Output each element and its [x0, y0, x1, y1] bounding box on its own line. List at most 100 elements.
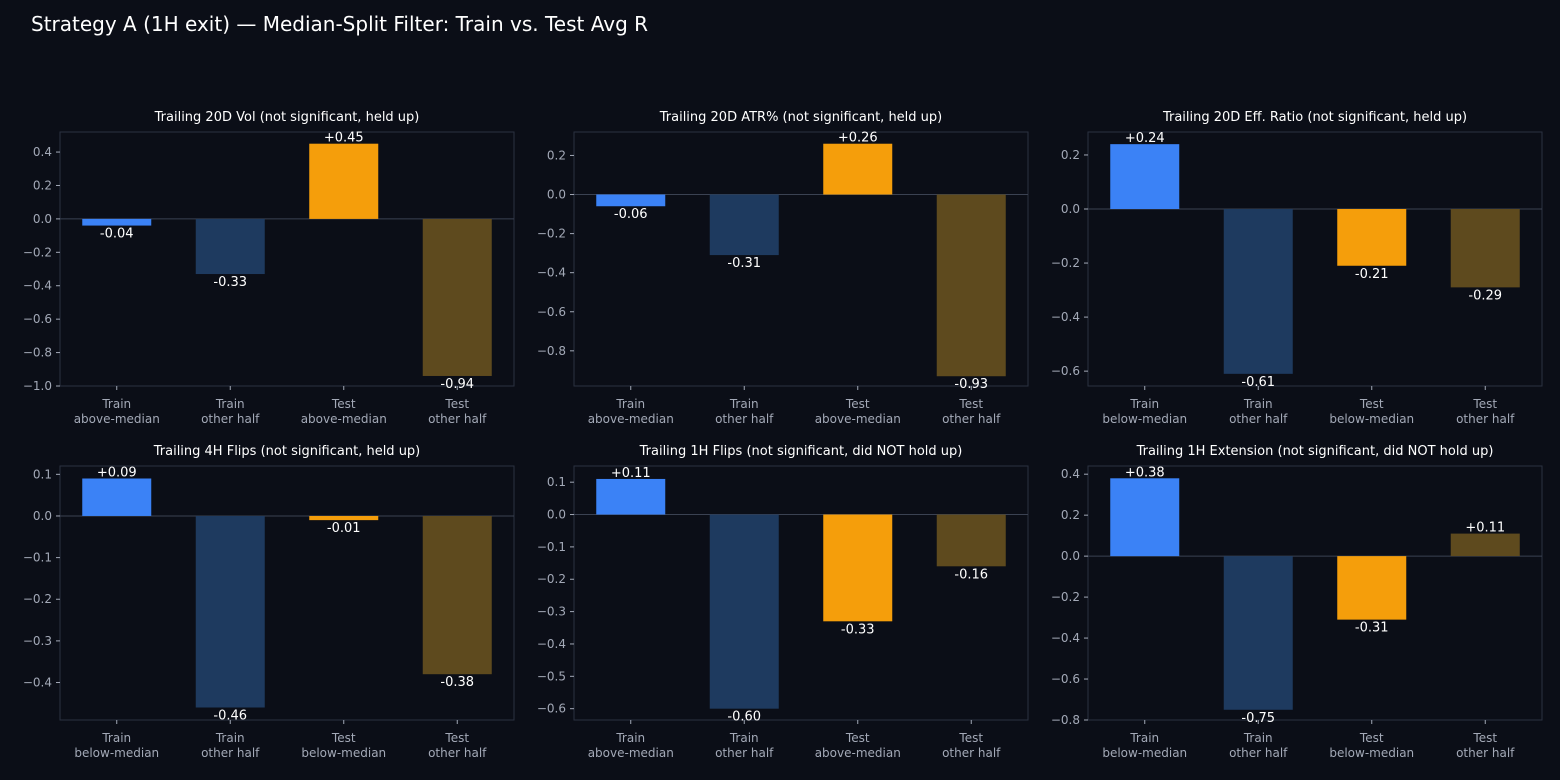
- y-tick-label: 0.2: [1061, 148, 1080, 162]
- x-tick-label: Train: [215, 397, 245, 411]
- chart-panel-3: Trailing 20D Eff. Ratio (not significant…: [1051, 110, 1543, 426]
- x-tick-label: other half: [942, 412, 1001, 426]
- bar: [422, 218, 492, 376]
- x-tick-label: below-median: [1329, 746, 1414, 760]
- y-tick-label: −0.4: [23, 676, 52, 690]
- bar-value-label: -0.38: [440, 675, 474, 690]
- bar: [1110, 144, 1180, 210]
- bar-value-label: +0.11: [1465, 521, 1505, 536]
- y-tick-label: −0.4: [537, 266, 566, 280]
- chart-panel-2: Trailing 20D ATR% (not significant, held…: [537, 110, 1029, 426]
- x-tick-label: other half: [201, 412, 260, 426]
- panel-title: Trailing 20D Vol (not significant, held …: [154, 110, 420, 125]
- bar: [823, 514, 893, 622]
- y-tick-label: 0.1: [547, 475, 566, 489]
- y-tick-label: −0.1: [537, 540, 566, 554]
- y-tick-label: 0.4: [33, 145, 52, 159]
- panel-title: Trailing 1H Extension (not significant, …: [1136, 444, 1494, 459]
- x-tick-label: below-median: [1329, 412, 1414, 426]
- bar-value-label: -0.31: [727, 256, 761, 271]
- y-tick-label: −0.6: [1051, 672, 1080, 686]
- bar-value-label: -0.46: [213, 709, 247, 724]
- bar: [1223, 556, 1293, 710]
- x-tick-label: Train: [615, 731, 645, 745]
- x-tick-label: above-median: [815, 412, 901, 426]
- bar-value-label: +0.24: [1125, 131, 1165, 146]
- x-tick-label: other half: [942, 746, 1001, 760]
- bar: [422, 515, 492, 675]
- bar: [1337, 556, 1407, 620]
- y-tick-label: −0.2: [1051, 256, 1080, 270]
- x-tick-label: Test: [331, 731, 356, 745]
- bar: [596, 194, 666, 207]
- x-tick-label: below-median: [1102, 746, 1187, 760]
- bar: [823, 143, 893, 195]
- x-tick-label: above-median: [815, 746, 901, 760]
- y-tick-label: −0.3: [23, 634, 52, 648]
- x-tick-label: Train: [101, 397, 131, 411]
- panel-title: Trailing 4H Flips (not significant, held…: [153, 444, 421, 459]
- bar-value-label: -0.60: [727, 710, 761, 725]
- y-tick-label: −0.5: [537, 669, 566, 683]
- bar-value-label: -0.33: [213, 275, 247, 290]
- x-tick-label: other half: [1456, 412, 1515, 426]
- y-tick-label: −0.4: [1051, 631, 1080, 645]
- x-tick-label: above-median: [588, 746, 674, 760]
- x-tick-label: above-median: [588, 412, 674, 426]
- y-tick-label: 0.4: [1061, 467, 1080, 481]
- bar-value-label: -0.93: [954, 377, 988, 392]
- x-tick-label: Test: [331, 397, 356, 411]
- y-tick-label: −0.8: [23, 346, 52, 360]
- bar: [596, 478, 666, 515]
- x-tick-label: Train: [1243, 731, 1273, 745]
- x-tick-label: above-median: [74, 412, 160, 426]
- bar: [709, 194, 779, 256]
- y-tick-label: 0.0: [1061, 549, 1080, 563]
- chart-panel-6: Trailing 1H Extension (not significant, …: [1051, 444, 1543, 760]
- y-tick-label: −0.2: [1051, 590, 1080, 604]
- x-tick-label: Test: [444, 731, 469, 745]
- x-tick-label: Train: [1129, 397, 1159, 411]
- panels: Trailing 20D Vol (not significant, held …: [23, 110, 1543, 760]
- y-tick-label: −0.8: [537, 344, 566, 358]
- x-tick-label: other half: [715, 746, 774, 760]
- bar-value-label: -0.01: [327, 521, 361, 536]
- figure-title: Strategy A (1H exit) — Median-Split Filt…: [31, 12, 648, 36]
- x-tick-label: Test: [1359, 397, 1384, 411]
- y-tick-label: −0.2: [23, 592, 52, 606]
- bar-value-label: +0.11: [611, 466, 651, 481]
- bar-value-label: -0.16: [954, 567, 988, 582]
- y-tick-label: −0.2: [23, 245, 52, 259]
- y-tick-label: −0.1: [23, 551, 52, 565]
- x-tick-label: Train: [101, 731, 131, 745]
- x-tick-label: Train: [615, 397, 645, 411]
- y-tick-label: −0.6: [1051, 364, 1080, 378]
- x-tick-label: Train: [729, 731, 759, 745]
- y-tick-label: 0.2: [547, 148, 566, 162]
- x-tick-label: Train: [1243, 397, 1273, 411]
- x-tick-label: Test: [1359, 731, 1384, 745]
- bar: [82, 478, 152, 516]
- x-tick-label: other half: [1229, 412, 1288, 426]
- bar-value-label: -0.31: [1355, 621, 1389, 636]
- x-tick-label: below-median: [1102, 412, 1187, 426]
- bar-value-label: -0.06: [614, 207, 648, 222]
- y-tick-label: 0.0: [547, 188, 566, 202]
- chart-panel-4: Trailing 4H Flips (not significant, held…: [23, 444, 515, 760]
- x-tick-label: below-median: [74, 746, 159, 760]
- y-tick-label: 0.0: [547, 508, 566, 522]
- bar-value-label: -0.04: [100, 227, 134, 242]
- x-tick-label: other half: [428, 746, 487, 760]
- x-tick-label: other half: [428, 412, 487, 426]
- chart-panel-1: Trailing 20D Vol (not significant, held …: [23, 110, 515, 426]
- bar: [309, 515, 379, 521]
- y-tick-label: −0.3: [537, 605, 566, 619]
- bar: [709, 514, 779, 709]
- y-tick-label: −0.6: [23, 312, 52, 326]
- y-tick-label: −1.0: [23, 379, 52, 393]
- bar-value-label: -0.94: [440, 377, 474, 392]
- x-tick-label: Train: [1129, 731, 1159, 745]
- x-tick-label: Test: [1472, 731, 1497, 745]
- bar: [82, 218, 152, 226]
